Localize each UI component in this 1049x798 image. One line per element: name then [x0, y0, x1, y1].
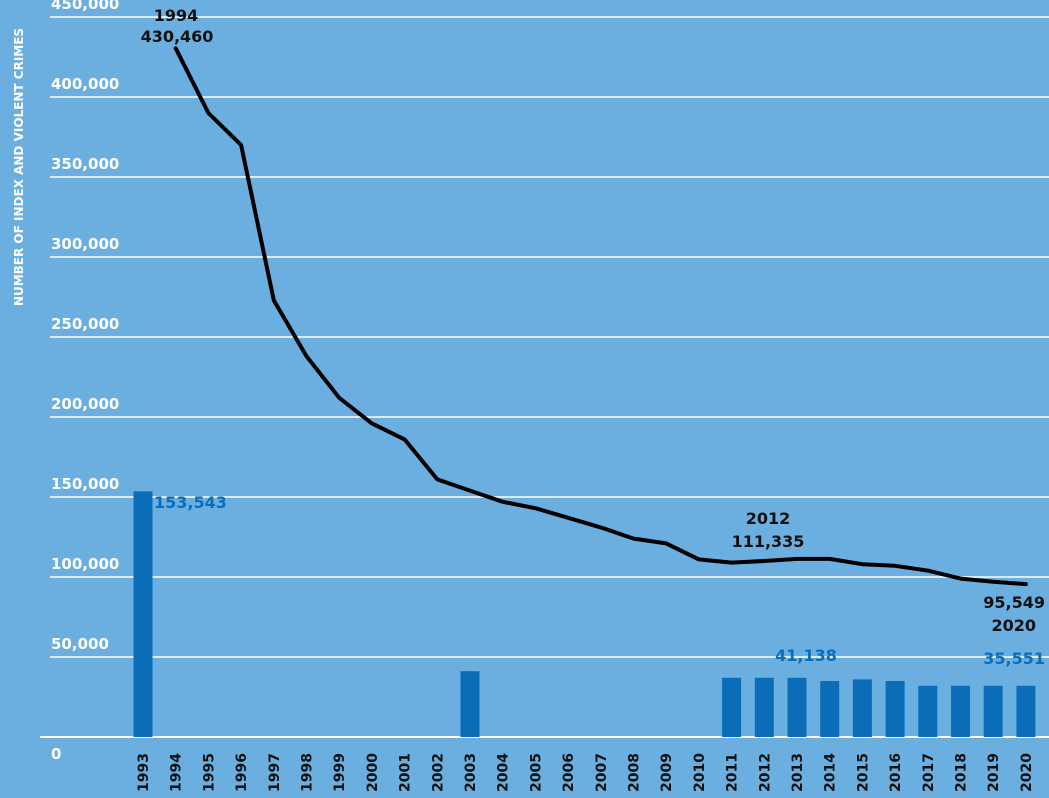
- x-tick-label: 2007: [594, 753, 610, 792]
- y-tick-label: 450,000: [51, 0, 119, 13]
- bar: [1016, 685, 1036, 737]
- x-tick-label: 2016: [888, 753, 904, 792]
- x-tick-label: 2020: [1019, 753, 1035, 792]
- annotation-peak-year: 1994: [154, 6, 199, 25]
- y-tick-label: 350,000: [51, 155, 119, 173]
- x-tick-label: 2015: [855, 753, 871, 792]
- x-tick-label: 2017: [921, 753, 937, 792]
- x-tick-label: 1999: [332, 753, 348, 792]
- y-axis-title: NUMBER OF INDEX AND VIOLENT CRIMES: [12, 28, 26, 306]
- x-tick-label: 2009: [659, 753, 675, 792]
- bar: [460, 671, 480, 737]
- bar: [754, 677, 774, 737]
- x-tick-label: 1995: [201, 753, 217, 792]
- bar: [983, 685, 1003, 737]
- annotations: 1994 430,460 2012 111,335 95,549 2020 153,543 4…: [141, 6, 1045, 668]
- bar: [852, 679, 872, 737]
- annotation-y2012-value: 111,335: [732, 532, 805, 551]
- annotation-end-year: 2020: [991, 616, 1036, 635]
- x-tick-label: 2019: [986, 753, 1002, 792]
- x-tick-label: 1998: [300, 753, 316, 792]
- x-tick-label: 2018: [954, 753, 970, 792]
- line-series: [173, 46, 1028, 587]
- annotation-peak-value: 430,460: [141, 27, 214, 46]
- bar: [918, 685, 938, 737]
- x-tick-label: 2010: [692, 753, 708, 792]
- bar: [722, 677, 742, 737]
- annotation-bar2013-value: 41,138: [775, 646, 837, 665]
- bar-series: [133, 491, 1036, 737]
- y-tick-label: 250,000: [51, 315, 119, 333]
- y-axis-tick-labels: 0 50,000 100,000 150,000 200,000 250,000 300,0…: [51, 0, 119, 763]
- y-tick-label: 0: [51, 745, 61, 763]
- bar: [787, 677, 807, 737]
- annotation-bar2020-value: 35,551: [983, 649, 1045, 668]
- annotation-bar1993-value: 153,543: [154, 493, 227, 512]
- bar: [951, 685, 970, 737]
- y-tick-label: 50,000: [51, 635, 109, 653]
- x-axis-tick-labels: 1993 1994 1995 1996 1997 1998 1999 2000 2001 2002…: [136, 753, 1035, 792]
- x-tick-label: 2000: [365, 753, 381, 792]
- x-tick-label: 2008: [627, 753, 643, 792]
- x-tick-label: 2012: [757, 753, 773, 792]
- x-tick-label: 1996: [234, 753, 250, 792]
- x-tick-label: 2001: [398, 753, 414, 792]
- x-tick-label: 2002: [430, 753, 446, 792]
- x-tick-label: 1997: [267, 753, 283, 792]
- x-tick-label: 2014: [823, 753, 839, 792]
- annotation-end-value: 95,549: [983, 593, 1045, 612]
- annotation-y2012-year: 2012: [746, 509, 791, 528]
- y-tick-label: 400,000: [51, 75, 119, 93]
- x-tick-label: 2005: [528, 753, 544, 792]
- x-tick-label: 1994: [169, 753, 185, 792]
- y-tick-label: 300,000: [51, 235, 119, 253]
- x-tick-label: 2011: [725, 753, 741, 792]
- y-tick-label: 200,000: [51, 395, 119, 413]
- grid-lines: [40, 16, 1049, 738]
- line-path: [173, 46, 1028, 587]
- bar: [885, 681, 905, 737]
- y-tick-label: 100,000: [51, 555, 119, 573]
- x-tick-label: 2004: [496, 753, 512, 792]
- y-tick-label: 150,000: [51, 475, 119, 493]
- bar: [820, 681, 840, 737]
- x-tick-label: 1993: [136, 753, 152, 792]
- x-tick-label: 2013: [790, 753, 806, 792]
- bar: [133, 491, 153, 737]
- x-tick-label: 2006: [561, 753, 577, 792]
- x-tick-label: 2003: [463, 753, 479, 792]
